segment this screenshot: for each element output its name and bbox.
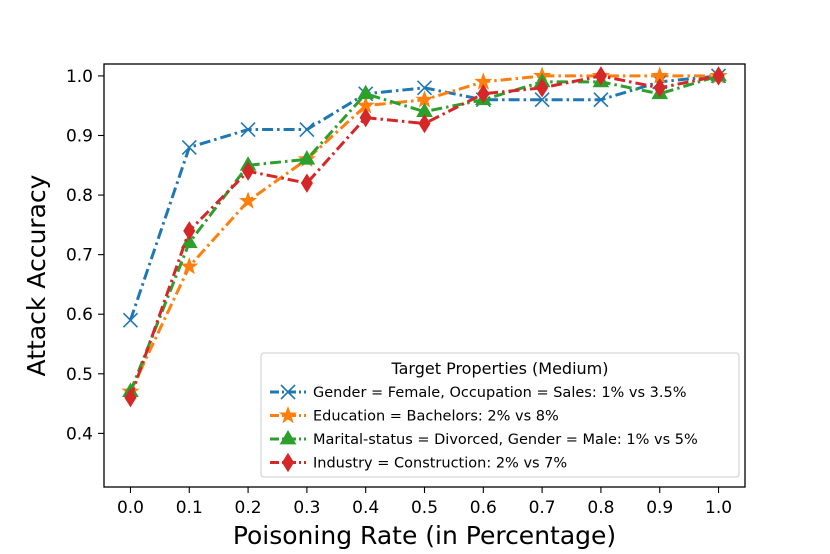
data-point (534, 92, 550, 108)
legend-label: Education = Bachelors: 2% vs 8% (313, 409, 559, 425)
x-tick-label: 0.8 (587, 498, 614, 518)
data-point (359, 107, 372, 128)
data-point (594, 66, 607, 86)
y-axis-title: Attack Accuracy (22, 174, 51, 376)
data-point (181, 139, 197, 155)
x-tick-label: 0.5 (411, 498, 438, 518)
legend-label: Industry = Construction: 2% vs 7% (313, 456, 567, 472)
x-axis-title: Poisoning Rate (in Percentage) (233, 521, 616, 550)
data-point (536, 78, 549, 98)
x-tick-label: 0.9 (646, 498, 673, 518)
legend-marker (280, 384, 296, 400)
data-point (180, 257, 199, 275)
x-tick-label: 0.0 (117, 498, 144, 518)
x-tick-label: 0.4 (352, 498, 379, 518)
data-point (124, 387, 137, 408)
data-point (712, 66, 725, 86)
x-tick-label: 0.2 (235, 498, 262, 518)
y-tick-label: 0.7 (66, 246, 93, 266)
x-axis: 0.0 0.1 0.2 0.3 0.4 0.5 0.6 0.7 0.8 0.9 1.0 (117, 487, 732, 518)
data-point (298, 150, 316, 165)
legend-marker (279, 429, 297, 445)
legend: Target Properties (Medium) Gender = Fema… (260, 352, 740, 478)
y-tick-label: 0.5 (66, 365, 93, 385)
data-point (416, 80, 433, 96)
x-tick-label: 1.0 (705, 498, 732, 518)
data-point (122, 312, 139, 328)
data-point (299, 121, 315, 138)
legend-marker (278, 405, 298, 424)
y-tick-label: 0.6 (66, 305, 93, 325)
series-line (129, 74, 719, 393)
y-axis: 0.4 0.5 0.6 0.7 0.8 0.9 1.0 (66, 67, 104, 444)
x-tick-label: 0.3 (293, 498, 320, 518)
x-tick-label: 0.6 (470, 498, 497, 518)
y-tick-label: 0.4 (66, 424, 93, 444)
legend-entry: Marital-status = Divorced, Gender = Male… (270, 429, 698, 448)
data-point (300, 173, 313, 193)
data-point (477, 84, 490, 104)
x-tick-label: 0.1 (176, 498, 203, 518)
x-tick-label: 0.7 (529, 498, 556, 518)
series-4 (124, 66, 725, 408)
data-point (653, 78, 666, 98)
y-tick-label: 1.0 (66, 67, 93, 87)
y-tick-label: 0.9 (66, 126, 93, 146)
plot-area (121, 66, 728, 408)
legend-entry: Gender = Female, Occupation = Sales: 1% … (270, 384, 687, 401)
legend-title: Target Properties (Medium) (391, 359, 609, 378)
data-point (418, 113, 431, 134)
legend-box (260, 352, 740, 478)
legend-entry: Education = Bachelors: 2% vs 8% (270, 405, 559, 425)
data-point (240, 121, 256, 138)
y-tick-label: 0.8 (66, 186, 93, 206)
legend-entries: Gender = Female, Occupation = Sales: 1% … (270, 384, 698, 473)
data-point (239, 191, 258, 209)
legend-label: Marital-status = Divorced, Gender = Male… (313, 432, 698, 448)
data-point (242, 161, 255, 181)
legend-marker (281, 452, 295, 473)
data-point (183, 221, 196, 241)
legend-entry: Industry = Construction: 2% vs 7% (270, 452, 567, 473)
data-point (357, 84, 375, 100)
data-point (593, 92, 609, 108)
legend-label: Gender = Female, Occupation = Sales: 1% … (313, 385, 687, 401)
